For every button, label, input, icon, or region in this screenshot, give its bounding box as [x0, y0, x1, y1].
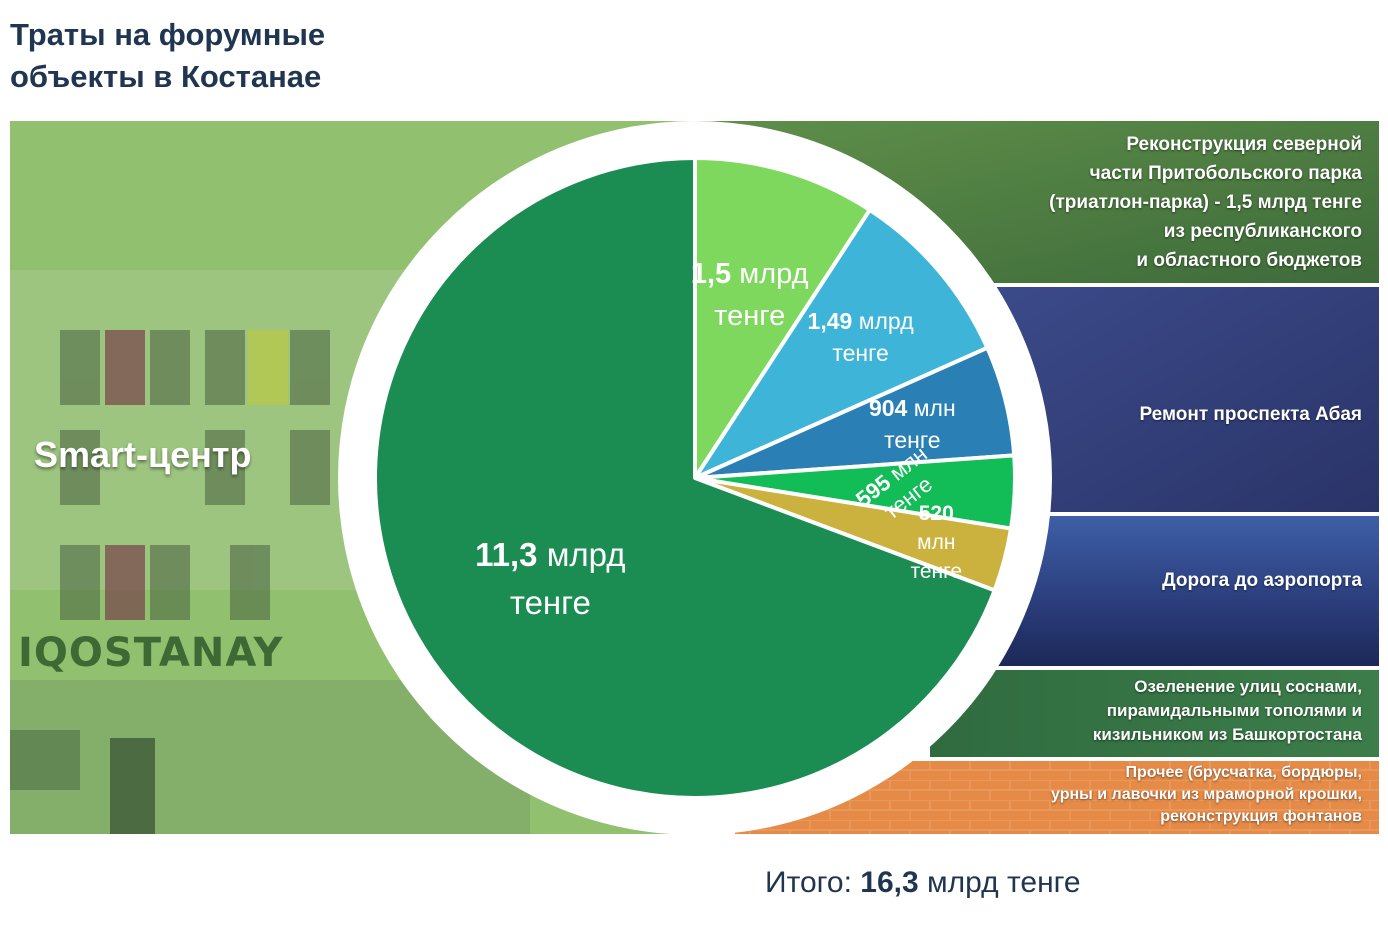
smart-center-label: Smart-центр — [34, 434, 252, 475]
title-line-2: объекты в Костанае — [10, 59, 322, 94]
pie-slices — [373, 156, 1017, 800]
total-value: 16,3 — [860, 866, 919, 899]
label-greening-line-3: кизильником из Башкортостана — [1092, 725, 1362, 744]
total-unit: млрд тенге — [927, 866, 1081, 899]
label-other-line-1: Прочее (брусчатка, бордюры, — [1125, 764, 1363, 781]
label-greening: Озеленение улиц соснами, пирамидальными … — [1093, 675, 1362, 747]
label-park-line-2: части Притобольского парка — [1089, 163, 1362, 184]
label-abay: Ремонт проспекта Абая — [1139, 402, 1362, 428]
label-airport: Дорога до аэропорта — [1162, 568, 1362, 594]
total-prefix: Итого: — [765, 866, 852, 899]
panel-greening — [930, 670, 1379, 758]
label-park-line-4: из республиканского — [1163, 221, 1362, 242]
slice-value-other: 520 млн тенге — [911, 502, 963, 583]
label-park-line-5: и областного бюджетов — [1136, 250, 1362, 271]
label-park-line-1: Реконструкция северной — [1126, 134, 1362, 155]
page-title: Траты на форумные объекты в Костанае — [10, 14, 530, 98]
label-other: Прочее (брусчатка, бордюры, урны и лавоч… — [1051, 762, 1362, 828]
label-park-line-3: (триатлон-парка) - 1,5 млрд тенге — [1049, 192, 1362, 213]
pie-slice-park — [693, 156, 872, 480]
label-greening-line-1: Озеленение улиц соснами, — [1134, 677, 1362, 696]
slice-value-abay: 1,49 млрд тенге — [808, 308, 915, 366]
total-line: Итого: 16,3 млрд тенге — [765, 866, 1081, 900]
panel-abay — [995, 287, 1379, 512]
iqostanay-sign: IQOSTANAY — [18, 630, 284, 676]
slice-value-labels: 1,5 млрд тенге 1,49 млрд тенге 904 млн тенге 5… — [475, 258, 962, 621]
pie-slice-abay — [693, 207, 990, 480]
label-other-line-3: реконструкция фонтанов — [1160, 808, 1362, 825]
label-other-line-2: урны и лавочки из мраморной крошки, — [1051, 786, 1362, 803]
label-park: Реконструкция северной части Притобольск… — [1049, 130, 1362, 275]
pie-slice-smart-center — [373, 156, 997, 800]
label-abay-line-1: Ремонт проспекта Абая — [1139, 404, 1362, 425]
panel-separators — [830, 283, 1380, 761]
slice-value-smart-center: 11,3 млрд тенге — [475, 536, 625, 621]
panel-airport — [995, 516, 1379, 666]
title-line-1: Траты на форумные — [10, 17, 326, 52]
label-airport-line-1: Дорога до аэропорта — [1162, 570, 1362, 591]
label-greening-line-2: пирамидальными тополями и — [1106, 701, 1362, 720]
slice-value-airport: 904 млн тенге — [869, 395, 956, 453]
slice-value-park: 1,5 млрд тенге — [691, 258, 809, 332]
